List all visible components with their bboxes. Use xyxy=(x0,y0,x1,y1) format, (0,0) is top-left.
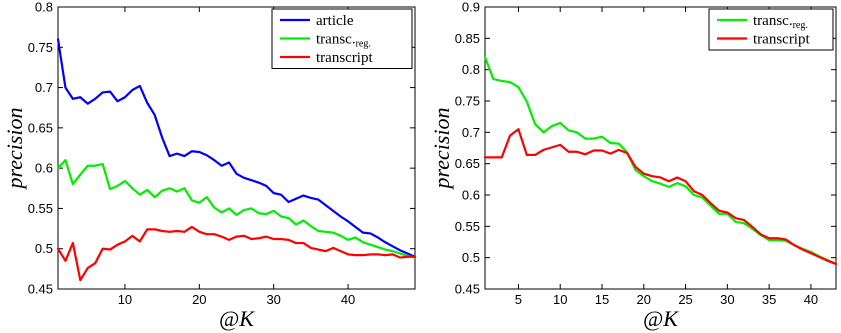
x-tick-label: 5 xyxy=(515,292,522,307)
x-tick-label: 10 xyxy=(118,292,132,307)
y-tick-label: 0.65 xyxy=(28,120,53,135)
y-tick-label: 0.75 xyxy=(28,40,53,55)
y-tick-label: 0.5 xyxy=(462,250,480,265)
legend-label: transc.reg. xyxy=(753,13,808,31)
y-tick-label: 0.75 xyxy=(455,94,480,109)
legend: article transc.reg.transcript xyxy=(271,8,413,69)
y-tick-label: 0.85 xyxy=(455,31,480,46)
legend-label: transcript xyxy=(753,32,810,48)
y-tick-label: 0.8 xyxy=(35,0,53,15)
x-tick-label: 20 xyxy=(637,292,651,307)
left-chart-panel: 0.45 0.5 0.55 0.6 0.65 0.7 0.75 0.8 10 20 30 40 @K pr… xyxy=(2,0,417,331)
series-points xyxy=(484,129,837,264)
legend-label: transcript xyxy=(316,50,373,66)
y-tick-label: 0.9 xyxy=(462,0,480,15)
y-tick-label: 0.6 xyxy=(35,161,53,176)
series-points xyxy=(57,160,416,258)
series-line-transc-reg xyxy=(483,56,838,266)
x-tick-label: 30 xyxy=(720,292,734,307)
x-tick-label: 40 xyxy=(341,292,355,307)
y-tick-label: 0.45 xyxy=(28,282,53,297)
legend-label: transc.reg. xyxy=(316,32,371,50)
y-tick-label: 0.65 xyxy=(455,156,480,171)
x-tick-label: 25 xyxy=(678,292,692,307)
plot-frame xyxy=(484,6,837,290)
legend-box xyxy=(708,8,834,51)
x-tick-label: 30 xyxy=(266,292,280,307)
y-axis-label: precision xyxy=(429,107,454,190)
x-tick-label: 35 xyxy=(762,292,776,307)
series-points xyxy=(484,57,837,264)
y-tick-label: 0.55 xyxy=(28,201,53,216)
x-tick-label: 15 xyxy=(595,292,609,307)
x-axis-label: @K xyxy=(643,306,679,331)
y-tick-label: 0.55 xyxy=(455,219,480,234)
x-tick-label: 10 xyxy=(553,292,567,307)
x-tick-label: 20 xyxy=(192,292,206,307)
legend-label: article xyxy=(316,13,354,29)
y-tick-label: 0.5 xyxy=(35,241,53,256)
y-tick-label: 0.7 xyxy=(35,80,53,95)
series-line-article xyxy=(56,38,417,258)
series-line-transcript xyxy=(483,128,838,266)
right-chart-panel: 0.45 0.5 0.55 0.6 0.65 0.7 0.75 0.8 0.85 0.9 5 10 15… xyxy=(429,0,838,331)
y-axis-label: precision xyxy=(2,107,27,190)
y-tick-label: 0.7 xyxy=(462,125,480,140)
y-tick-label: 0.8 xyxy=(462,62,480,77)
x-axis-label: @K xyxy=(219,306,255,331)
x-tick-label: 40 xyxy=(804,292,818,307)
plot-frame xyxy=(57,6,416,290)
series-points xyxy=(57,226,416,281)
series-points xyxy=(57,39,416,257)
y-tick-label: 0.6 xyxy=(462,188,480,203)
y-tick-label: 0.45 xyxy=(455,282,480,297)
series-line-transcript xyxy=(56,225,417,282)
legend: transc.reg.transcript xyxy=(708,8,834,51)
